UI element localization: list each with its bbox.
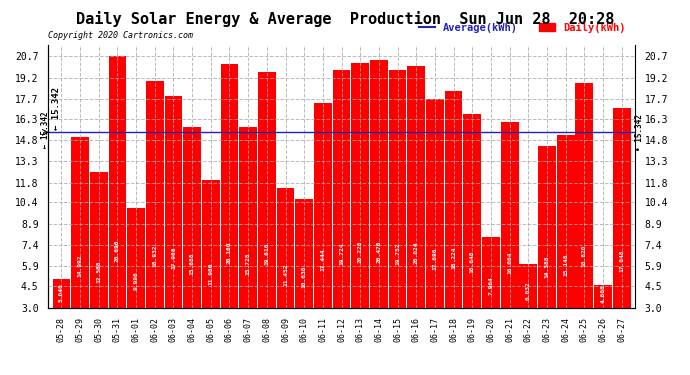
Text: 10.636: 10.636 xyxy=(302,266,306,288)
Text: 17.908: 17.908 xyxy=(171,247,176,269)
Text: 20.476: 20.476 xyxy=(377,240,382,263)
Text: 20.228: 20.228 xyxy=(357,241,363,264)
Text: 12.568: 12.568 xyxy=(96,261,101,283)
Text: Daily Solar Energy & Average  Production  Sun Jun 28  20:28: Daily Solar Energy & Average Production … xyxy=(76,11,614,27)
Text: 5.040: 5.040 xyxy=(59,284,64,302)
Bar xyxy=(71,137,89,308)
Bar xyxy=(557,135,575,308)
Bar xyxy=(445,92,462,308)
Text: 19.752: 19.752 xyxy=(395,242,400,265)
Bar xyxy=(370,60,388,308)
Text: 17.048: 17.048 xyxy=(619,249,624,272)
Text: ← 15.342: ← 15.342 xyxy=(52,87,61,130)
Text: 20.696: 20.696 xyxy=(115,240,120,262)
Bar xyxy=(407,66,425,308)
Text: 14.388: 14.388 xyxy=(544,256,549,278)
Bar xyxy=(388,70,406,308)
Text: 4.608: 4.608 xyxy=(600,285,606,303)
Text: Copyright 2020 Cartronics.com: Copyright 2020 Cartronics.com xyxy=(48,31,193,40)
Bar xyxy=(221,64,238,308)
Bar xyxy=(501,122,518,308)
Bar xyxy=(184,128,201,308)
Text: 16.064: 16.064 xyxy=(507,252,512,274)
Text: • 15.342: • 15.342 xyxy=(635,114,644,151)
Text: 20.024: 20.024 xyxy=(414,242,419,264)
Text: 11.452: 11.452 xyxy=(283,263,288,286)
Text: 15.148: 15.148 xyxy=(563,254,568,276)
Bar xyxy=(426,99,444,308)
Bar xyxy=(464,114,481,308)
Bar xyxy=(613,108,631,308)
Bar xyxy=(314,102,332,308)
Bar xyxy=(520,264,538,308)
Bar xyxy=(482,237,500,308)
Text: 19.616: 19.616 xyxy=(264,243,269,265)
Text: 6.032: 6.032 xyxy=(526,281,531,300)
Bar xyxy=(258,72,276,308)
Bar xyxy=(90,172,108,308)
Bar xyxy=(575,83,593,308)
Text: 20.160: 20.160 xyxy=(227,241,232,264)
Legend: Average(kWh), Daily(kWh): Average(kWh), Daily(kWh) xyxy=(415,19,629,37)
Bar xyxy=(333,70,351,308)
Bar xyxy=(295,199,313,308)
Bar xyxy=(594,285,612,308)
Text: 9.996: 9.996 xyxy=(134,271,139,290)
Bar xyxy=(351,63,369,308)
Text: 15.688: 15.688 xyxy=(190,253,195,275)
Bar xyxy=(165,96,182,308)
Text: 16.648: 16.648 xyxy=(470,250,475,273)
Text: 11.960: 11.960 xyxy=(208,262,213,285)
Bar xyxy=(277,188,295,308)
Bar xyxy=(239,127,257,308)
Text: 18.932: 18.932 xyxy=(152,244,157,267)
Text: 17.696: 17.696 xyxy=(433,248,437,270)
Text: 14.992: 14.992 xyxy=(77,254,83,277)
Bar xyxy=(146,81,164,308)
Text: ← 15.342: ← 15.342 xyxy=(41,112,50,153)
Text: 15.728: 15.728 xyxy=(246,252,250,275)
Text: 7.964: 7.964 xyxy=(489,276,493,295)
Bar xyxy=(108,56,126,308)
Bar xyxy=(202,180,219,308)
Bar xyxy=(538,146,556,308)
Bar xyxy=(52,279,70,308)
Text: 19.724: 19.724 xyxy=(339,242,344,265)
Text: 17.444: 17.444 xyxy=(320,248,326,271)
Text: 18.820: 18.820 xyxy=(582,244,587,267)
Text: 18.224: 18.224 xyxy=(451,246,456,268)
Bar xyxy=(127,208,145,308)
